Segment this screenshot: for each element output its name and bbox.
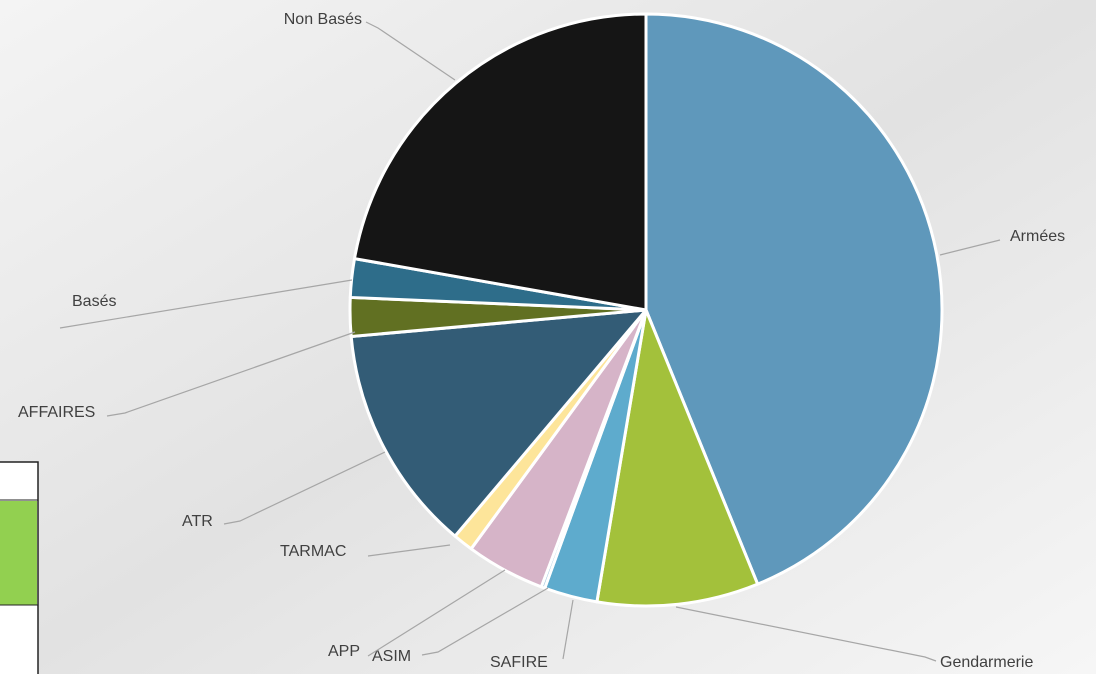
slice-label: ASIM <box>372 648 411 665</box>
slice-label: SAFIRE <box>490 654 548 671</box>
table-cell-green <box>0 501 37 605</box>
slice-label: Non Basés <box>284 11 362 28</box>
leader-line <box>223 451 386 525</box>
slice-label: Armées <box>1010 228 1065 245</box>
leader-line <box>562 599 574 660</box>
slice-label: APP <box>328 643 360 660</box>
leader-line <box>939 239 1001 256</box>
labels: Armées Gendarmerie SAFIRE ASIM APP TARMAC ATR A… <box>18 11 1065 671</box>
slice-label: ATR <box>182 513 213 530</box>
slice-label: Gendarmerie <box>940 654 1033 671</box>
pie-slice <box>352 12 648 312</box>
slice-label: Basés <box>72 293 116 310</box>
leader-line <box>367 544 451 557</box>
slice-label: TARMAC <box>280 543 346 560</box>
leader-line <box>675 606 937 662</box>
pie <box>348 12 944 608</box>
pie-slice <box>595 308 760 608</box>
leader-line <box>59 279 353 329</box>
leader-line <box>106 331 356 417</box>
slice-label: AFFAIRES <box>18 404 95 421</box>
pie-slice <box>349 308 648 538</box>
leader-line <box>367 569 506 657</box>
pie-slice <box>644 12 944 586</box>
leader-line <box>365 21 456 81</box>
leader-line <box>421 587 549 656</box>
table-fragment <box>0 461 39 674</box>
